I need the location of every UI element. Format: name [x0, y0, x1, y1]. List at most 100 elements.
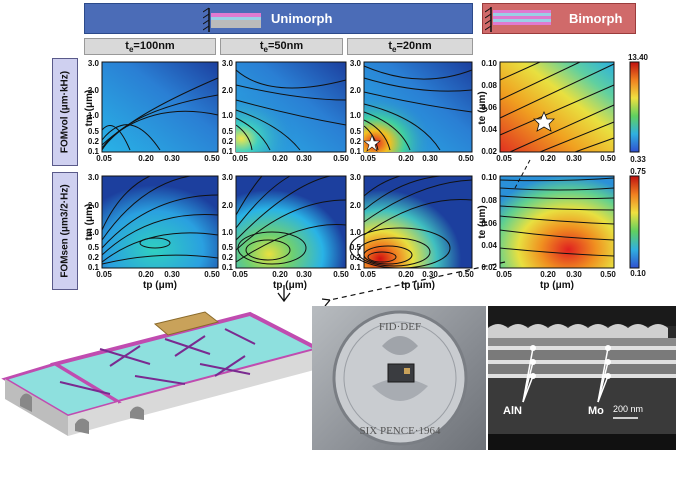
bimorph-header: Bimorph [482, 3, 636, 34]
svg-text:0.50: 0.50 [333, 154, 349, 163]
bimorph-icon [485, 7, 551, 32]
svg-text:tp (μm): tp (μm) [401, 280, 435, 291]
svg-text:0.04: 0.04 [481, 241, 497, 250]
svg-text:0.20: 0.20 [398, 270, 414, 279]
svg-text:0.20: 0.20 [272, 270, 288, 279]
plot-sen-50 [235, 175, 347, 269]
svg-text:0.05: 0.05 [496, 270, 512, 279]
svg-text:0.30: 0.30 [164, 270, 180, 279]
svg-text:0.1: 0.1 [222, 263, 234, 272]
svg-text:tm (μm): tm (μm) [84, 90, 95, 127]
svg-text:2.0: 2.0 [350, 86, 362, 95]
chip-icon [387, 363, 415, 383]
svg-text:0.75: 0.75 [630, 167, 646, 176]
plot-sen-100 [101, 175, 219, 269]
plot-vol-100 [101, 61, 219, 153]
svg-text:3.0: 3.0 [88, 59, 100, 68]
svg-text:0.30: 0.30 [566, 270, 582, 279]
svg-text:0.30: 0.30 [422, 270, 438, 279]
plot-sen-20 [363, 175, 473, 269]
svg-text:0.02: 0.02 [481, 147, 497, 156]
svg-text:tp (μm): tp (μm) [273, 280, 307, 291]
optimal-point-star-icon [533, 110, 555, 132]
svg-text:0.5: 0.5 [88, 243, 100, 252]
row-label-fom-vol: FOMvol (μm·kHz) [52, 58, 78, 166]
svg-text:0.10: 0.10 [481, 59, 497, 68]
svg-text:1.0: 1.0 [350, 228, 362, 237]
svg-text:3.0: 3.0 [222, 59, 234, 68]
svg-text:0.50: 0.50 [600, 270, 616, 279]
svg-text:0.1: 0.1 [222, 147, 234, 156]
svg-text:0.30: 0.30 [422, 154, 438, 163]
svg-text:0.50: 0.50 [458, 270, 474, 279]
svg-text:0.20: 0.20 [540, 270, 556, 279]
contour-plots: 3.02.0 1.00.5 0.20.1 3.02.0 1.00.5 0.20.… [84, 53, 649, 300]
svg-text:0.10: 0.10 [481, 173, 497, 182]
svg-text:2.0: 2.0 [88, 201, 100, 210]
svg-text:tp (μm): tp (μm) [143, 280, 177, 291]
svg-text:3.0: 3.0 [222, 173, 234, 182]
svg-text:SIX PENCE·1964: SIX PENCE·1964 [360, 425, 441, 437]
svg-text:0.05: 0.05 [96, 154, 112, 163]
svg-text:AlN: AlN [503, 405, 522, 417]
svg-text:tp (μm): tp (μm) [540, 280, 574, 291]
svg-text:0.5: 0.5 [222, 127, 234, 136]
plot-bi-vol [499, 61, 615, 153]
svg-text:0.06: 0.06 [481, 103, 497, 112]
star-marker-icon [363, 134, 381, 152]
svg-text:0.30: 0.30 [164, 154, 180, 163]
svg-text:tm (μm): tm (μm) [84, 204, 95, 241]
unimorph-icon [203, 7, 261, 32]
arrow-head-icon [321, 298, 331, 307]
svg-text:0.50: 0.50 [458, 154, 474, 163]
svg-text:3.0: 3.0 [350, 59, 362, 68]
svg-text:0.08: 0.08 [481, 81, 497, 90]
svg-text:1.0: 1.0 [222, 228, 234, 237]
svg-text:2.0: 2.0 [222, 201, 234, 210]
svg-text:3.0: 3.0 [88, 173, 100, 182]
svg-text:1.0: 1.0 [222, 111, 234, 120]
svg-text:0.30: 0.30 [566, 154, 582, 163]
svg-text:0.04: 0.04 [481, 125, 497, 134]
row-label-fom-sen: FOMsen (μm3/2·Hz) [52, 172, 78, 290]
svg-text:FID·DEF: FID·DEF [379, 321, 421, 333]
svg-text:0.2: 0.2 [88, 253, 100, 262]
svg-text:0.2: 0.2 [222, 253, 234, 262]
svg-text:0.20: 0.20 [138, 154, 154, 163]
svg-text:200 nm: 200 nm [613, 404, 643, 414]
column-header-50: te=50nm [220, 38, 343, 55]
svg-text:2.0: 2.0 [222, 86, 234, 95]
svg-text:0.1: 0.1 [350, 263, 362, 272]
svg-text:13.40: 13.40 [628, 53, 649, 62]
svg-text:0.50: 0.50 [600, 154, 616, 163]
svg-text:0.05: 0.05 [360, 270, 376, 279]
svg-text:0.50: 0.50 [204, 154, 220, 163]
svg-text:0.33: 0.33 [630, 155, 646, 164]
svg-text:0.08: 0.08 [481, 196, 497, 205]
svg-text:0.20: 0.20 [398, 154, 414, 163]
svg-text:1.0: 1.0 [350, 111, 362, 120]
device-illustration [1, 311, 320, 436]
svg-text:0.05: 0.05 [496, 154, 512, 163]
svg-text:0.5: 0.5 [222, 243, 234, 252]
svg-text:0.20: 0.20 [138, 270, 154, 279]
svg-text:0.05: 0.05 [96, 270, 112, 279]
svg-text:0.2: 0.2 [350, 137, 362, 146]
svg-text:0.02: 0.02 [481, 263, 497, 272]
svg-text:0.05: 0.05 [360, 154, 376, 163]
svg-text:2.0: 2.0 [88, 86, 100, 95]
svg-text:0.5: 0.5 [350, 127, 362, 136]
svg-text:0.2: 0.2 [350, 253, 362, 262]
svg-text:3.0: 3.0 [350, 173, 362, 182]
svg-text:te (μm): te (μm) [477, 91, 488, 124]
svg-text:0.50: 0.50 [204, 270, 220, 279]
svg-text:0.10: 0.10 [630, 269, 646, 278]
svg-text:0.05: 0.05 [232, 270, 248, 279]
svg-text:0.5: 0.5 [88, 127, 100, 136]
svg-text:0.05: 0.05 [232, 154, 248, 163]
unimorph-header: Unimorph [84, 3, 473, 34]
svg-text:0.30: 0.30 [296, 154, 312, 163]
sem-image: AlN Mo 200 nm [488, 306, 676, 450]
colorbar-bottom [629, 175, 640, 269]
svg-text:te (μm): te (μm) [477, 205, 488, 238]
